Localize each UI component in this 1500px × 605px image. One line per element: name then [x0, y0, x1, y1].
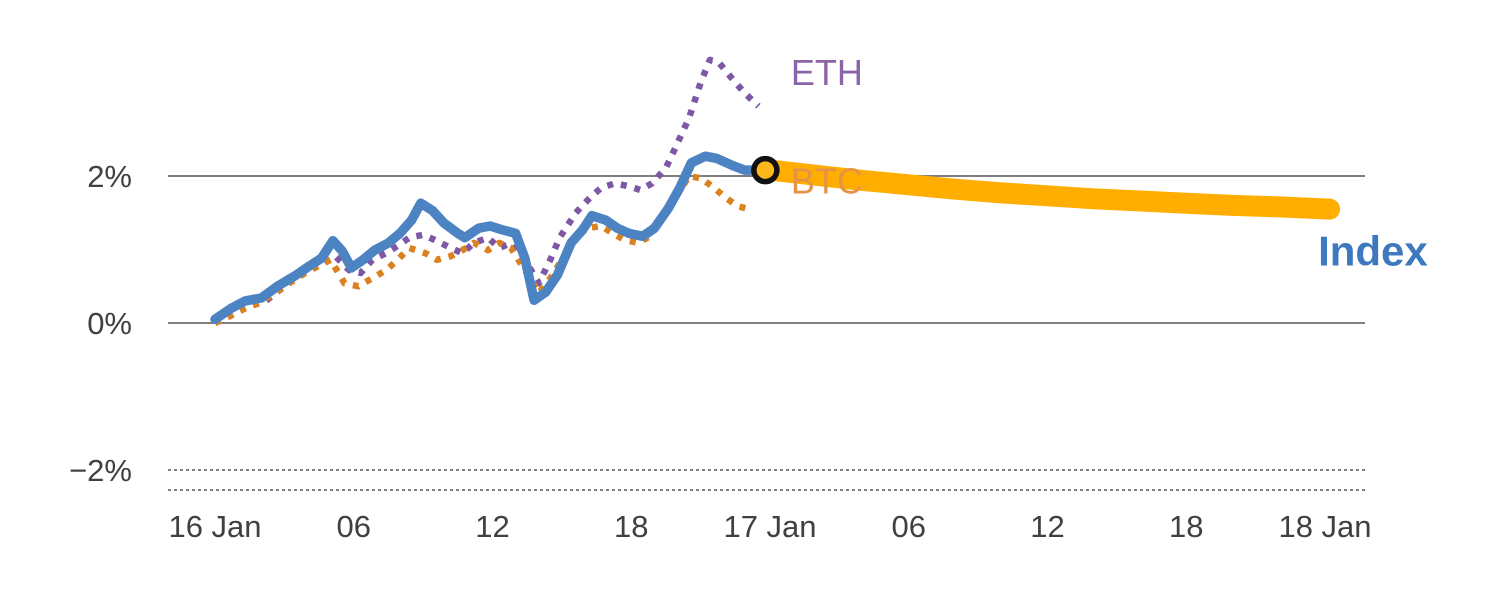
- x-tick-label: 12: [475, 509, 509, 544]
- x-tick-label: 12: [1030, 509, 1064, 544]
- series-label-btc: BTC: [791, 161, 863, 202]
- y-tick-label: −2%: [69, 453, 132, 488]
- x-tick-label: 17 Jan: [723, 509, 816, 544]
- x-tick-label: 06: [337, 509, 371, 544]
- x-tick-label: 06: [892, 509, 926, 544]
- series-label-index: Index: [1318, 228, 1428, 275]
- current-value-marker: [751, 155, 780, 185]
- x-tick-label: 18 Jan: [1278, 509, 1371, 544]
- series-label-eth: ETH: [791, 52, 863, 93]
- x-tick-label: 18: [614, 509, 648, 544]
- x-tick-label: 16 Jan: [168, 509, 261, 544]
- y-tick-label: 0%: [87, 306, 132, 341]
- series-index: [210, 151, 771, 325]
- y-tick-label: 2%: [87, 159, 132, 194]
- x-tick-label: 18: [1169, 509, 1203, 544]
- series-index-forecast: [759, 159, 1341, 220]
